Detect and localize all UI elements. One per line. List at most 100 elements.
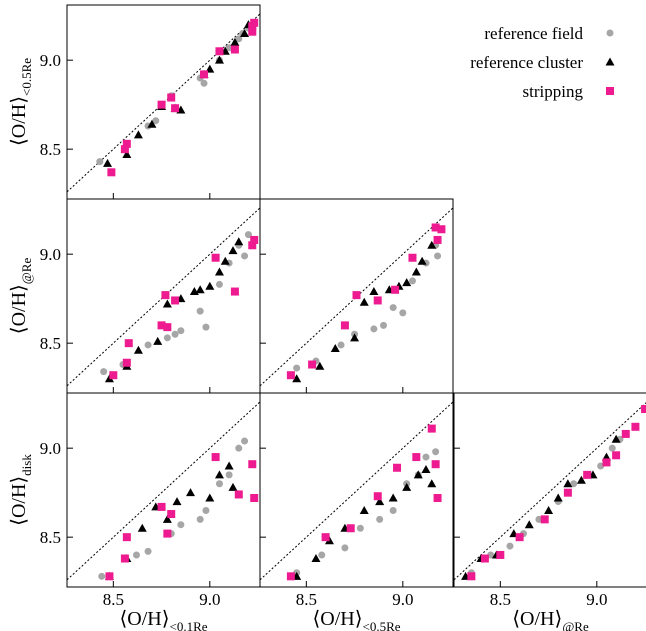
- cluster-point: [147, 119, 157, 128]
- stripping-point: [167, 93, 176, 102]
- stripping-point: [393, 463, 402, 472]
- cluster-point: [359, 297, 369, 306]
- stripping-point: [122, 358, 131, 367]
- field-point: [235, 35, 243, 43]
- field-point: [163, 334, 171, 342]
- field-point: [96, 158, 104, 166]
- cluster-point: [315, 361, 325, 370]
- cluster-point: [402, 482, 412, 491]
- cluster-point: [369, 287, 379, 296]
- stripping-point: [433, 235, 442, 244]
- x-tick-label: 9.0: [586, 590, 607, 609]
- stripping-point: [163, 529, 172, 538]
- field-point: [337, 341, 345, 349]
- legend-marker: [606, 87, 614, 95]
- cluster-point: [563, 479, 573, 488]
- panel-frame: [453, 392, 646, 588]
- cluster-point: [576, 475, 586, 484]
- field-point: [293, 364, 301, 372]
- cluster-point: [205, 281, 215, 290]
- stripping-point: [631, 422, 640, 431]
- stripping-point: [248, 27, 257, 36]
- stripping-point: [105, 572, 114, 581]
- legend-label: reference field: [484, 24, 583, 43]
- stripping-point: [437, 225, 446, 234]
- field-point: [132, 551, 140, 559]
- cluster-point: [544, 505, 554, 514]
- stripping-point: [161, 291, 170, 300]
- y-tick-label: 8.5: [40, 334, 61, 353]
- cluster-point: [162, 299, 172, 308]
- field-point: [196, 307, 204, 315]
- cluster-point: [133, 130, 143, 139]
- cluster-point: [186, 488, 196, 497]
- axis-label: ⟨O/H⟩disk: [8, 454, 34, 526]
- field-point: [318, 551, 326, 559]
- stripping-point: [391, 285, 400, 294]
- cluster-point: [172, 497, 182, 506]
- stripping-point: [602, 458, 611, 467]
- stripping-point: [412, 453, 421, 462]
- cluster-point: [214, 55, 224, 64]
- field-point: [177, 521, 185, 529]
- field-point: [215, 480, 223, 488]
- legend-marker: [605, 57, 615, 66]
- panel: 8.5 9.0: [259, 392, 454, 609]
- stripping-point: [480, 554, 489, 563]
- stripping-point: [286, 371, 295, 380]
- panel: 8.5 9.0 8.5 9.0: [40, 392, 261, 609]
- one-to-one-line: [66, 401, 261, 581]
- cluster-point: [214, 470, 224, 479]
- one-to-one-line: [453, 402, 646, 581]
- stripping-point: [211, 253, 220, 262]
- cluster-point: [375, 497, 385, 506]
- stripping-point: [215, 47, 224, 56]
- stripping-point: [157, 321, 166, 330]
- field-point: [144, 341, 152, 349]
- y-tick-label: 9.0: [40, 439, 61, 458]
- cluster-point: [228, 246, 238, 255]
- cluster-point: [220, 256, 230, 265]
- stripping-point: [583, 470, 592, 479]
- stripping-point: [230, 287, 239, 296]
- stripping-point: [340, 321, 349, 330]
- stripping-point: [540, 515, 549, 524]
- field-point: [177, 327, 185, 335]
- field-point: [341, 544, 349, 552]
- x-tick-label: 9.0: [199, 590, 220, 609]
- cluster-point: [330, 344, 340, 353]
- cluster-point: [427, 479, 437, 488]
- stripping-point: [248, 460, 257, 469]
- legend-label: stripping: [523, 82, 584, 101]
- stripping-point: [431, 223, 440, 232]
- field-point: [570, 480, 578, 488]
- field-point: [389, 304, 397, 312]
- field-point: [408, 277, 416, 285]
- field-point: [535, 515, 543, 523]
- field-point: [200, 79, 208, 87]
- stripping-point: [122, 139, 131, 148]
- field-point: [215, 280, 223, 288]
- field-point: [432, 448, 440, 456]
- field-point: [98, 572, 106, 580]
- field-point: [422, 453, 430, 461]
- cluster-point: [350, 333, 360, 342]
- stripping-point: [250, 235, 259, 244]
- stripping-point: [120, 145, 129, 154]
- stripping-point: [308, 360, 317, 369]
- field-point: [241, 437, 249, 445]
- cluster-point: [224, 461, 234, 470]
- stripping-point: [107, 168, 116, 177]
- stripping-point: [122, 533, 131, 542]
- stripping-point: [496, 550, 505, 559]
- stripping-point: [621, 429, 630, 438]
- stripping-point: [373, 296, 382, 305]
- stripping-point: [230, 45, 239, 54]
- field-point: [597, 462, 605, 470]
- field-point: [376, 515, 384, 523]
- axis-label: ⟨O/H⟩<0.1Re: [119, 608, 207, 631]
- cluster-point: [553, 493, 563, 502]
- cluster-point: [162, 514, 172, 523]
- stripping-point: [641, 405, 646, 414]
- cluster-point: [388, 493, 398, 502]
